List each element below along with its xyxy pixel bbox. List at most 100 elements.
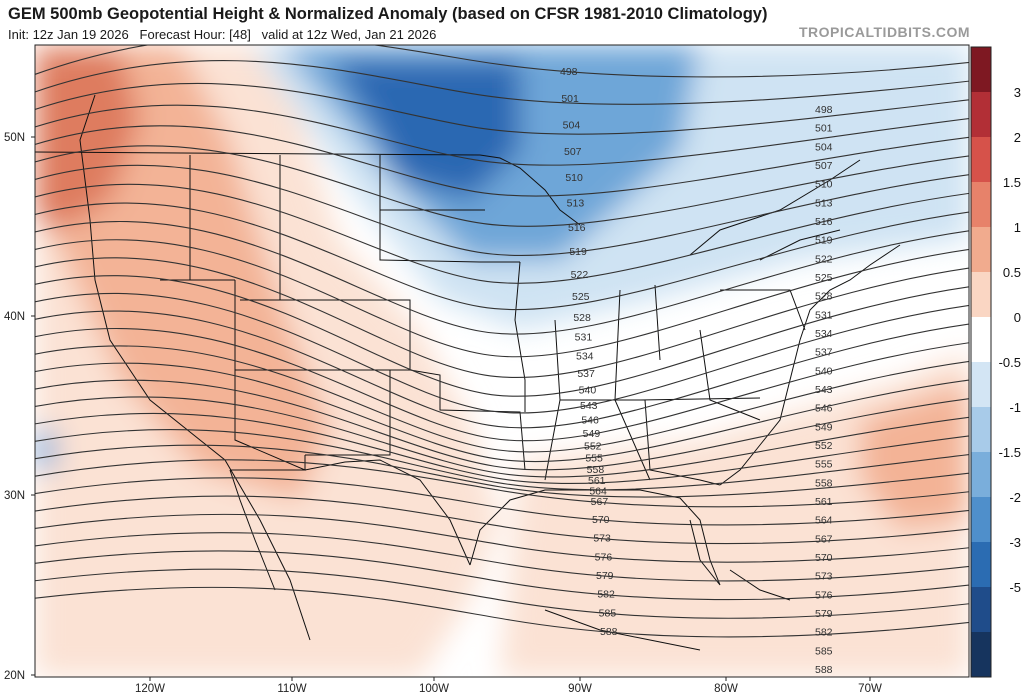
contour-line bbox=[35, 586, 969, 638]
longitude-tick-label: 70W bbox=[858, 683, 882, 695]
contour-label: 582 bbox=[597, 589, 615, 601]
contour-label: 540 bbox=[579, 384, 597, 396]
contour-line bbox=[35, 412, 969, 485]
brand-watermark[interactable]: TROPICALTIDBITS.COM bbox=[798, 24, 970, 40]
anomaly-colorbar: 3 2 1.5 1 0.5 0 -0.5 -1 -1.5 -2 -3 -5 bbox=[970, 46, 1021, 678]
contour-label: 561 bbox=[588, 475, 606, 487]
contour-label: 528 bbox=[815, 291, 833, 303]
colorbar-label: 3 bbox=[1014, 85, 1021, 100]
contour-label: 522 bbox=[815, 253, 833, 265]
contour-label: 519 bbox=[569, 246, 587, 258]
colorbar-label: -0.5 bbox=[999, 355, 1021, 370]
contour-line bbox=[35, 428, 969, 491]
colorbar-segment bbox=[971, 632, 991, 678]
contour-line bbox=[35, 239, 969, 358]
forecast-hour: Forecast Hour: [48] bbox=[139, 27, 251, 42]
map-title: GEM 500mb Geopotential Height & Normaliz… bbox=[8, 5, 768, 23]
contour-label: 582 bbox=[815, 627, 833, 639]
contour-label: 558 bbox=[815, 477, 833, 489]
contour-label: 510 bbox=[815, 179, 833, 191]
contour-label: 561 bbox=[815, 496, 833, 508]
contour-label: 501 bbox=[815, 123, 833, 135]
warm-se-strong-region bbox=[860, 380, 969, 530]
contour-label: 567 bbox=[591, 496, 609, 508]
colorbar-label: 1.5 bbox=[1003, 175, 1021, 190]
colorbar-segment bbox=[971, 182, 991, 228]
latitude-axis: 50N 40N 30N 20N bbox=[4, 132, 35, 682]
contour-label: 552 bbox=[815, 440, 833, 452]
contour-label: 552 bbox=[584, 441, 602, 453]
colorbar-segment bbox=[971, 317, 991, 363]
colorbar-label: 2 bbox=[1014, 130, 1021, 145]
colorbar-segment bbox=[971, 272, 991, 318]
contour-label: 525 bbox=[815, 272, 833, 284]
contour-line bbox=[35, 328, 969, 442]
contour-label: 567 bbox=[815, 533, 833, 545]
colorbar-label: 0.5 bbox=[1003, 265, 1021, 280]
longitude-tick-label: 90W bbox=[568, 683, 592, 695]
colorbar-segment bbox=[971, 362, 991, 408]
latitude-tick-label: 50N bbox=[4, 132, 25, 144]
contour-line bbox=[35, 164, 969, 257]
contour-line bbox=[35, 275, 969, 397]
contour-line bbox=[35, 104, 969, 166]
colorbar-label: -5 bbox=[1009, 580, 1021, 595]
contour-label: 588 bbox=[815, 664, 833, 676]
contour-label: 585 bbox=[815, 645, 833, 657]
contour-label: 537 bbox=[577, 368, 595, 380]
contour-label: 543 bbox=[580, 400, 598, 412]
colorbar-segment bbox=[971, 407, 991, 453]
contour-line bbox=[35, 60, 969, 105]
contour-line bbox=[35, 45, 969, 78]
contour-label: 570 bbox=[815, 552, 833, 564]
colorbar-segment bbox=[971, 137, 991, 183]
latitude-tick-label: 30N bbox=[4, 490, 25, 502]
contour-label: 555 bbox=[585, 453, 603, 465]
colorbar-segment bbox=[971, 92, 991, 138]
contour-line bbox=[35, 396, 969, 478]
latitude-tick-label: 20N bbox=[4, 670, 25, 682]
contour-label: 531 bbox=[575, 332, 593, 344]
colorbar-label: 0 bbox=[1014, 310, 1021, 325]
contour-label: 588 bbox=[600, 626, 618, 638]
contour-label: 576 bbox=[815, 589, 833, 601]
colorbar-segment bbox=[971, 497, 991, 543]
longitude-axis: 120W 110W 100W 90W 80W 70W bbox=[135, 677, 882, 695]
contour-label: 579 bbox=[815, 608, 833, 620]
contour-line bbox=[35, 379, 969, 471]
contour-label: 513 bbox=[567, 197, 585, 209]
contour-labels: 498 498 501 501 504 504 507 507 510 510 513 513 516 5… bbox=[560, 66, 833, 676]
contour-line bbox=[35, 477, 969, 526]
contour-label: 558 bbox=[587, 464, 605, 476]
colorbar-frame bbox=[970, 46, 992, 678]
cold-blue-ne-region bbox=[700, 45, 969, 130]
contour-label: 519 bbox=[815, 235, 833, 247]
contour-label: 522 bbox=[571, 269, 589, 281]
colorbar-label: -3 bbox=[1009, 535, 1021, 550]
contour-label: 543 bbox=[815, 384, 833, 396]
contour-line bbox=[35, 183, 969, 284]
contour-line bbox=[35, 145, 969, 227]
contour-label: 501 bbox=[561, 93, 579, 105]
contour-line bbox=[35, 202, 969, 311]
contour-line bbox=[35, 495, 969, 545]
contour-label: 570 bbox=[592, 514, 610, 526]
contour-line bbox=[35, 459, 969, 508]
contour-label: 534 bbox=[815, 328, 833, 340]
borders bbox=[35, 94, 901, 651]
contour-label: 516 bbox=[568, 222, 586, 234]
colorbar-label: -1.5 bbox=[999, 445, 1021, 460]
contour-line bbox=[35, 257, 969, 379]
contour-label: 513 bbox=[815, 197, 833, 209]
contour-label: 510 bbox=[565, 172, 583, 184]
contour-label: 564 bbox=[815, 515, 833, 527]
contour-label: 498 bbox=[815, 104, 833, 116]
contour-line bbox=[35, 220, 969, 335]
contour-line bbox=[35, 125, 969, 197]
contour-label: 540 bbox=[815, 365, 833, 377]
colorbar-segment bbox=[971, 542, 991, 588]
colorbar-label: -2 bbox=[1009, 490, 1021, 505]
colorbar-segment bbox=[971, 227, 991, 273]
contour-line bbox=[35, 550, 969, 601]
contour-label: 525 bbox=[572, 291, 590, 303]
